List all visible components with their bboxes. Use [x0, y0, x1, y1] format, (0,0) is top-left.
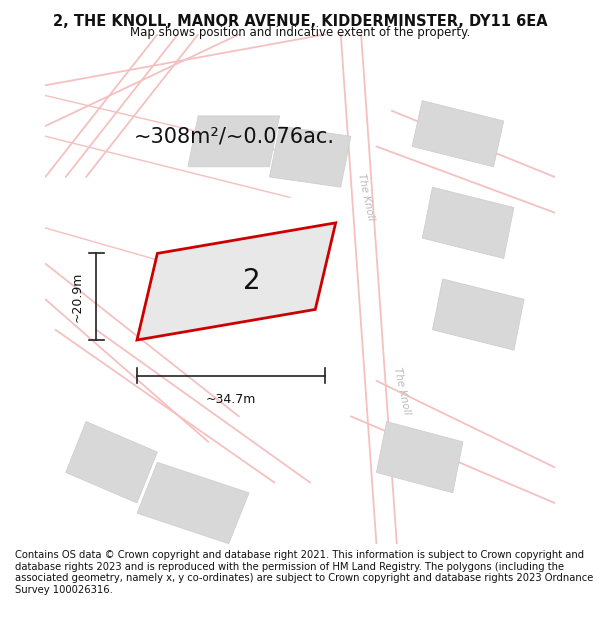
Polygon shape	[269, 126, 351, 188]
Polygon shape	[137, 462, 249, 544]
Text: ~20.9m: ~20.9m	[71, 271, 83, 322]
Text: Map shows position and indicative extent of the property.: Map shows position and indicative extent…	[130, 26, 470, 39]
Polygon shape	[422, 188, 514, 259]
Polygon shape	[376, 421, 463, 492]
Polygon shape	[412, 101, 504, 167]
Polygon shape	[433, 279, 524, 350]
Text: The Knoll: The Knoll	[356, 173, 376, 222]
Text: The Knoll: The Knoll	[392, 366, 412, 416]
Polygon shape	[137, 223, 335, 340]
Text: Contains OS data © Crown copyright and database right 2021. This information is : Contains OS data © Crown copyright and d…	[15, 550, 593, 595]
Text: 2, THE KNOLL, MANOR AVENUE, KIDDERMINSTER, DY11 6EA: 2, THE KNOLL, MANOR AVENUE, KIDDERMINSTE…	[53, 14, 547, 29]
Text: ~308m²/~0.076ac.: ~308m²/~0.076ac.	[133, 126, 334, 146]
Text: ~34.7m: ~34.7m	[206, 394, 256, 406]
Polygon shape	[188, 116, 280, 167]
Polygon shape	[65, 421, 157, 503]
Text: 2: 2	[243, 268, 260, 296]
